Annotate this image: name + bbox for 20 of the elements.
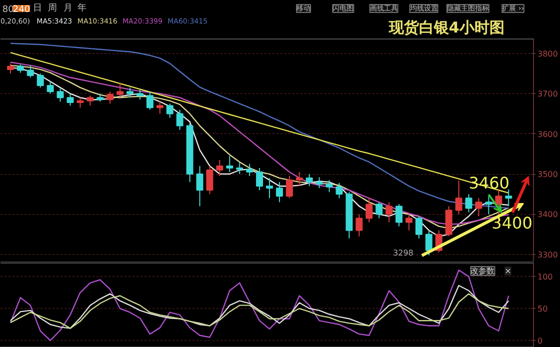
- y-tick-label: 3500: [538, 170, 558, 180]
- text: 80: [2, 5, 14, 15]
- y-tick-label: 3300: [538, 250, 558, 260]
- y-tick-label: 3700: [538, 90, 558, 99]
- y-tick-label: 100: [538, 272, 553, 282]
- y-tick-label: 3400: [538, 210, 558, 220]
- y-tick-label: 3800: [538, 49, 558, 58]
- annotation: 3460: [468, 174, 510, 192]
- y-tick-label: 3600: [538, 130, 558, 139]
- annotation: ×: [504, 266, 512, 276]
- chart-title: 现货白银4小时图: [388, 18, 504, 36]
- y-tick-label: 0: [538, 336, 543, 346]
- annotation: 3298: [393, 248, 414, 258]
- text: 日: [32, 4, 42, 14]
- text: 年: [78, 2, 87, 14]
- annotation: 改参数: [470, 266, 495, 276]
- text: 周: [48, 2, 58, 14]
- y-tick-label: 50: [538, 304, 548, 314]
- text: 月: [63, 4, 72, 14]
- annotation: 3400: [492, 214, 532, 232]
